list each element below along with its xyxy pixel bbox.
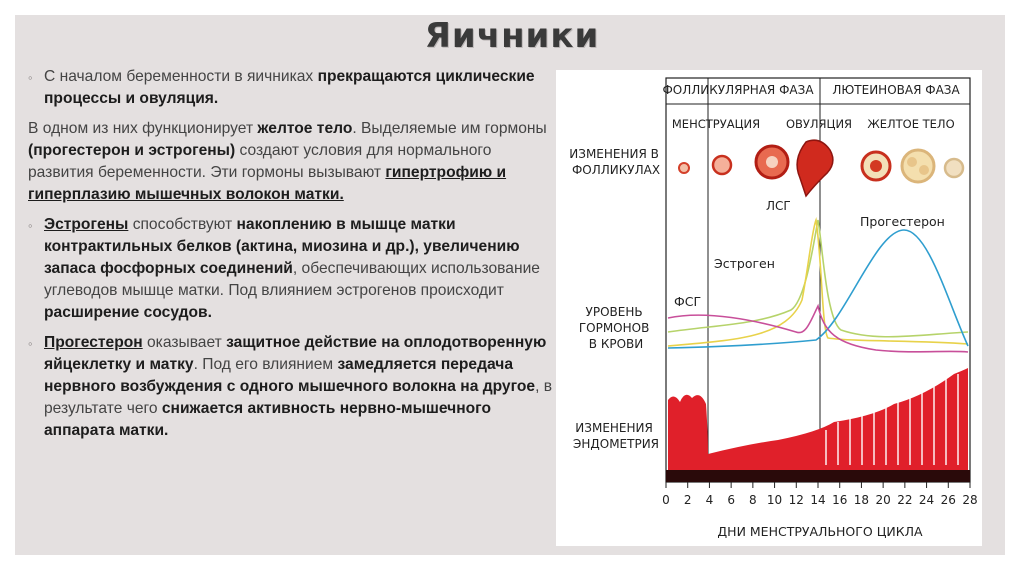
row-hormones-line2: ГОРМОНОВ bbox=[579, 321, 650, 335]
p1-bold: прекращаются циклические процессы и овул… bbox=[44, 68, 535, 107]
paragraph-2: В одном из них функционирует желтое тело… bbox=[28, 118, 553, 206]
paragraph-3: ◦ Эстрогены способствуют накоплению в мы… bbox=[28, 214, 553, 324]
row-hormones-line1: УРОВЕНЬ bbox=[586, 305, 643, 319]
ovulation-illustration bbox=[796, 139, 834, 198]
corpus-luteum-2-lobe bbox=[919, 165, 929, 175]
x-tick-label: 2 bbox=[684, 493, 692, 507]
follicle-stages bbox=[678, 139, 965, 198]
p3-e: расширение сосудов. bbox=[44, 304, 212, 321]
p2-e: создают условия для нормального развития… bbox=[28, 142, 492, 181]
progesterone-label: Прогестерон bbox=[860, 214, 945, 229]
follicle-stage-1 bbox=[678, 162, 690, 174]
text-column: ◦ С началом беременности в яичниках прек… bbox=[28, 66, 553, 450]
p2-a: В одном из них функционирует bbox=[28, 120, 258, 137]
paragraph-1: ◦ С началом беременности в яичниках прек… bbox=[28, 66, 553, 110]
x-tick-label: 0 bbox=[662, 493, 670, 507]
p2-f: гипертрофию и гиперплазию мышечных волок… bbox=[28, 164, 507, 203]
row-hormones-line3: В КРОВИ bbox=[589, 337, 643, 351]
row-hormones-label: УРОВЕНЬ ГОРМОНОВ В КРОВИ bbox=[579, 305, 653, 351]
lsg-label: ЛСГ bbox=[766, 199, 791, 213]
x-tick-label: 26 bbox=[941, 493, 956, 507]
p4-g: снижается активность нервно-мышечного ап… bbox=[44, 400, 491, 439]
row-follicles-label: ИЗМЕНЕНИЯ В ФОЛЛИКУЛАХ bbox=[569, 147, 662, 177]
p2-c: . Выделяемые им гормоны bbox=[352, 120, 547, 137]
x-tick-label: 28 bbox=[962, 493, 977, 507]
menstrual-cycle-figure: ФОЛЛИКУЛЯРНАЯ ФАЗА ЛЮТЕИНОВАЯ ФАЗА МЕНСТ… bbox=[556, 70, 982, 546]
progesterone-curve bbox=[667, 229, 969, 349]
p3-c: накоплению в мышце матки контрактильных … bbox=[44, 216, 520, 277]
corpus-luteum-3 bbox=[943, 157, 965, 179]
p4-f: , в результате чего bbox=[44, 378, 553, 417]
stage-corpus-label: ЖЕЛТОЕ ТЕЛО bbox=[867, 117, 954, 131]
p4-a: Прогестерон bbox=[44, 334, 143, 351]
p3-a: Эстрогены bbox=[44, 216, 129, 233]
x-tick-label: 14 bbox=[810, 493, 825, 507]
p3-b: способствуют bbox=[128, 216, 237, 233]
row-endometrium-line2: ЭНДОМЕТРИЯ bbox=[573, 437, 659, 451]
row-endometrium-line1: ИЗМЕНЕНИЯ bbox=[575, 421, 653, 435]
bullet-icon: ◦ bbox=[28, 70, 33, 85]
x-tick-label: 10 bbox=[767, 493, 782, 507]
slide-title: Яичники bbox=[424, 16, 600, 56]
endometrium-mass bbox=[668, 368, 968, 474]
p1-plain: С началом беременности в яичниках bbox=[44, 68, 318, 85]
paragraph-4: ◦ Прогестерон оказывает защитное действи… bbox=[28, 332, 553, 442]
p4-d: . Под его влиянием bbox=[193, 356, 338, 373]
row-follicles-line1: ИЗМЕНЕНИЯ В bbox=[569, 147, 659, 161]
p2-b: желтое тело bbox=[257, 120, 353, 137]
bullet-icon: ◦ bbox=[28, 336, 33, 351]
stage-menstruation-label: МЕНСТРУАЦИЯ bbox=[672, 117, 760, 131]
x-tick-label: 12 bbox=[789, 493, 804, 507]
x-tick-label: 22 bbox=[897, 493, 912, 507]
x-tick-label: 24 bbox=[919, 493, 934, 507]
estrogen-label: Эстроген bbox=[714, 256, 775, 271]
lsg-curve bbox=[667, 216, 969, 347]
x-tick-label: 4 bbox=[706, 493, 714, 507]
cycle-diagram: ФОЛЛИКУЛЯРНАЯ ФАЗА ЛЮТЕИНОВАЯ ФАЗА МЕНСТ… bbox=[569, 77, 978, 539]
x-tick-label: 6 bbox=[727, 493, 735, 507]
corpus-luteum-2-lobe bbox=[907, 157, 917, 167]
x-tick-label: 8 bbox=[749, 493, 757, 507]
p4-b: оказывает bbox=[142, 334, 227, 351]
endometrium-base bbox=[666, 470, 970, 482]
p3-d: , обеспечивающих использование углеводов… bbox=[44, 260, 540, 299]
follicle-stage-3-core bbox=[766, 156, 778, 168]
p2-d: (прогестерон и эстрогены) bbox=[28, 142, 236, 159]
row-endometrium-label: ИЗМЕНЕНИЯ ЭНДОМЕТРИЯ bbox=[573, 421, 659, 451]
x-tick-label: 20 bbox=[876, 493, 891, 507]
stage-ovulation-label: ОВУЛЯЦИЯ bbox=[786, 117, 852, 131]
endometrium-glands bbox=[825, 374, 959, 465]
x-tick-label: 18 bbox=[854, 493, 869, 507]
corpus-luteum-2 bbox=[900, 148, 936, 184]
fsg-curve bbox=[667, 303, 969, 353]
bullet-icon: ◦ bbox=[28, 218, 33, 233]
p4-c: защитное действие на оплодотворенную яйц… bbox=[44, 334, 547, 373]
p4-e: замедляется передача нервного возбуждени… bbox=[44, 356, 536, 395]
endometrium-band bbox=[666, 368, 970, 482]
follicle-stage-2 bbox=[711, 154, 733, 176]
phase-luteal-label: ЛЮТЕИНОВАЯ ФАЗА bbox=[832, 83, 960, 97]
fsg-label: ФСГ bbox=[674, 294, 701, 309]
x-axis-ticks: 0 2 4 6 8 10 12 14 16 18 20 22 24 26 28 bbox=[662, 482, 978, 507]
x-tick-label: 16 bbox=[832, 493, 847, 507]
corpus-luteum-1-core bbox=[870, 160, 882, 172]
row-follicles-line2: ФОЛЛИКУЛАХ bbox=[572, 163, 660, 177]
phase-follicular-label: ФОЛЛИКУЛЯРНАЯ ФАЗА bbox=[662, 83, 814, 97]
x-axis-title: ДНИ МЕНСТРУАЛЬНОГО ЦИКЛА bbox=[717, 524, 923, 539]
